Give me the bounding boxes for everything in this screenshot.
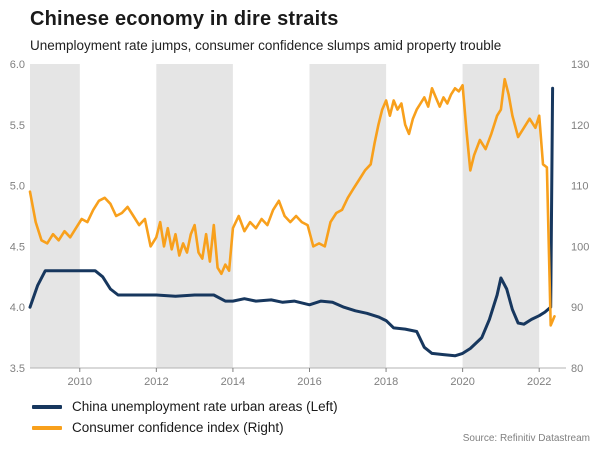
- left-tick-label: 5.0: [10, 181, 25, 193]
- legend-swatch-confidence-line: [32, 425, 62, 430]
- left-tick-label: 5.5: [10, 120, 25, 132]
- legend: China unemployment rate urban areas (Lef…: [32, 396, 338, 438]
- x-tick-label: 2010: [68, 376, 92, 388]
- shaded-band: [309, 64, 387, 368]
- legend-item-unemployment: China unemployment rate urban areas (Lef…: [32, 396, 338, 417]
- right-tick-label: 120: [571, 120, 589, 132]
- source-note: Source: Refinitiv Datastream: [462, 433, 590, 444]
- series-line: [28, 86, 555, 358]
- right-tick-label: 80: [571, 363, 583, 375]
- right-tick-label: 100: [571, 241, 589, 253]
- x-tick-label: 2014: [221, 376, 245, 388]
- legend-swatch-unemployment-line: [32, 404, 62, 409]
- legend-item-confidence: Consumer confidence index (Right): [32, 417, 338, 438]
- x-tick-label: 2012: [144, 376, 168, 388]
- right-tick-label: 130: [571, 59, 589, 71]
- left-tick-label: 4.5: [10, 241, 25, 253]
- chart-title: Chinese economy in dire straits: [30, 8, 339, 30]
- shaded-band: [462, 64, 540, 368]
- shaded-band: [156, 64, 233, 368]
- shaded-band: [30, 64, 80, 368]
- legend-label-confidence: Consumer confidence index (Right): [72, 420, 284, 435]
- left-tick-label: 3.5: [10, 363, 25, 375]
- legend-label-unemployment: China unemployment rate urban areas (Lef…: [72, 399, 338, 414]
- right-tick-label: 90: [571, 302, 583, 314]
- x-tick-label: 2018: [374, 376, 398, 388]
- x-tick-label: 2016: [297, 376, 321, 388]
- chart-subtitle: Unemployment rate jumps, consumer confid…: [30, 38, 502, 53]
- x-tick-label: 2020: [450, 376, 474, 388]
- series-line: [28, 77, 556, 327]
- left-tick-label: 4.0: [10, 302, 25, 314]
- x-tick-label: 2022: [527, 376, 551, 388]
- left-tick-label: 6.0: [10, 59, 25, 71]
- chart-canvas: 2010 2012 2014 2016 2018 2020 2022 3.5 4.0 4.5 5.0…: [10, 59, 590, 388]
- right-tick-label: 110: [571, 181, 589, 193]
